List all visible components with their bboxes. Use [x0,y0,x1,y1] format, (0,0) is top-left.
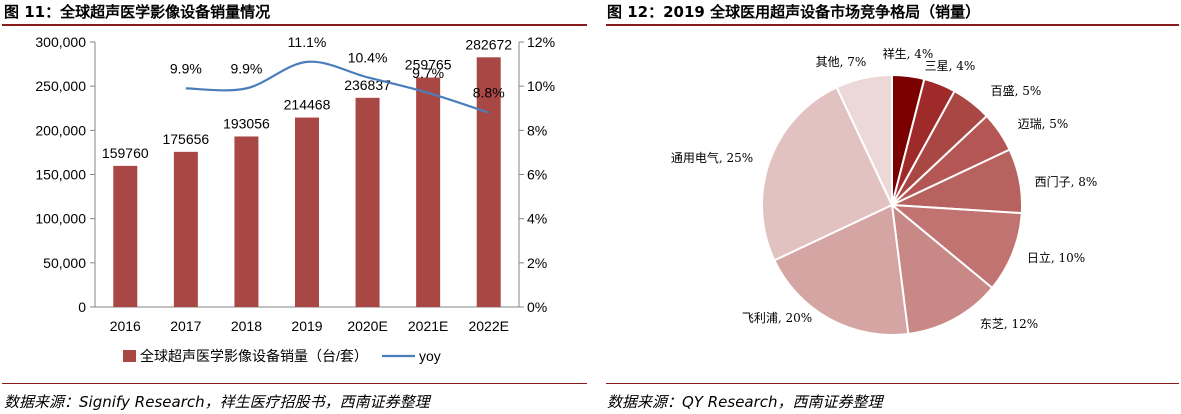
yoy-value-label: 10.4% [348,49,388,65]
yoy-value-label: 11.1% [288,34,327,50]
pie-slice [835,73,893,206]
legend-bar-label: 全球超声医学影像设备销量（台/套） [140,348,368,364]
right-source-rule [606,383,1179,384]
pie-slice-label: 西门子, 8% [1035,174,1098,189]
pie-slice [773,203,910,336]
x-tick-label: 2018 [231,318,262,334]
pie-slice-label: 通用电气, 25% [671,150,753,165]
pie-slice-label: 日立, 10% [1027,250,1085,265]
yoy-line [185,60,490,114]
yoy-value-label: 9.7% [412,65,444,81]
x-tick-label: 2021E [408,318,448,334]
x-tick-label: 2020E [347,318,387,334]
right-y-tick-label: 8% [527,122,547,138]
pie-slice-label: 百盛, 5% [991,83,1042,98]
left-y-tick-label: 0 [78,299,86,315]
bar-value-label: 159760 [102,145,149,161]
pie-slice-label: 三星, 4% [925,59,976,73]
x-tick-label: 2016 [110,318,141,334]
right-y-tick-label: 0% [527,299,547,315]
left-y-tick-label: 150,000 [35,167,86,183]
right-title-rule [606,24,1179,26]
legend-line-label: yoy [419,348,441,364]
bar [234,136,259,307]
bar [295,117,319,307]
bar-value-label: 175656 [162,131,209,147]
pie-slice-label: 祥生, 4% [883,47,934,61]
right-y-tick-label: 10% [527,78,555,94]
pie-slice-label: 东芝, 12% [980,316,1038,331]
right-y-tick-label: 12% [527,34,555,50]
x-tick-label: 2017 [170,318,201,334]
pie-slice-label: 迈瑞, 5% [1018,117,1069,131]
left-y-tick-label: 50,000 [43,255,86,271]
yoy-value-label: 8.8% [473,85,505,101]
left-source-rule [2,383,587,384]
bar [173,151,198,307]
right-y-tick-label: 2% [527,255,547,271]
bar-value-label: 193056 [223,115,270,131]
bar-value-label: 259765 [405,57,452,73]
pie-slice [761,86,894,262]
right-y-tick-label: 4% [527,211,547,227]
bar [355,97,380,308]
left-y-tick-label: 100,000 [35,211,86,227]
right-y-tick-label: 6% [527,167,547,183]
bar-value-label: 214468 [284,97,331,113]
left-title-rule [2,24,587,26]
left-y-tick-label: 250,000 [35,78,86,94]
right-figure-title: 图 12：2019 全球医用超声设备市场竞争格局（销量） [607,3,981,21]
right-figure-source: 数据来源：QY Research，西南证券整理 [607,393,883,411]
left-y-tick-label: 300,000 [35,34,86,50]
x-tick-label: 2022E [468,318,508,334]
x-tick-label: 2019 [291,318,322,334]
bar-value-label: 282672 [465,36,512,52]
bar [113,165,138,307]
yoy-value-label: 9.9% [230,60,262,76]
pie-slice [888,203,1023,290]
left-figure-title: 图 11：全球超声医学影像设备销量情况 [4,3,271,21]
bar [476,57,501,308]
legend-bar-swatch [123,350,136,362]
bar [416,77,441,307]
pie-slice-label: 其他, 7% [816,55,867,69]
left-y-tick-label: 200,000 [35,122,86,138]
pie-slice [890,202,994,336]
yoy-value-label: 9.9% [170,60,202,76]
left-figure-source: 数据来源：Signify Research，祥生医疗招股书，西南证券整理 [4,393,430,411]
pie-slice-label: 飞利浦, 20% [742,311,812,325]
